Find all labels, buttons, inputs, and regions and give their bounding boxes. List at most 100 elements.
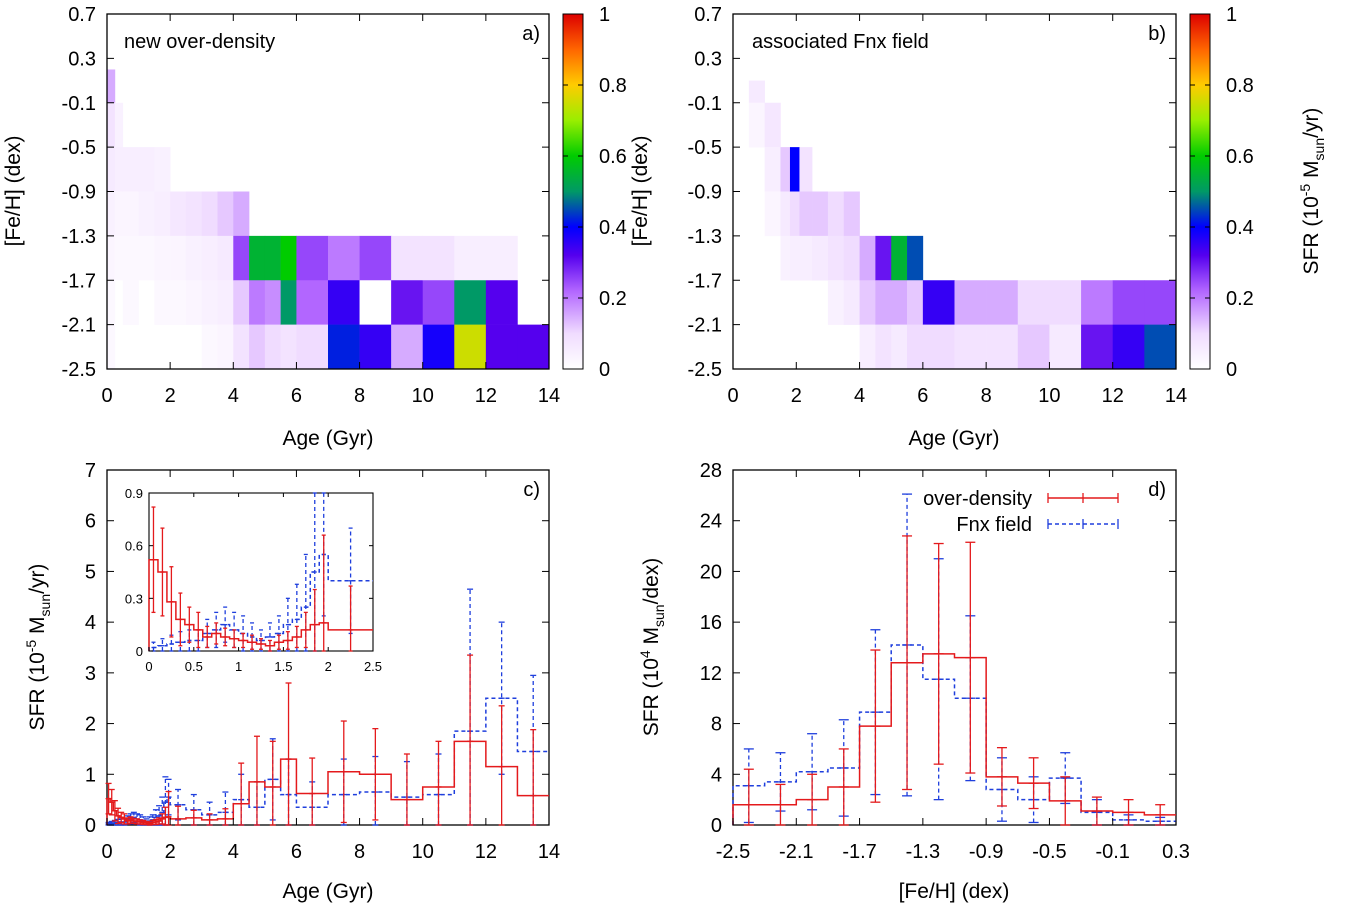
axis-ticks-b: 0 2 4 6 8 10 12 14 0.7 0.3 -0.1 -0.5 -0.9 -1.3 -1.7 -2.… [688, 4, 1188, 407]
heatmap-cell [859, 324, 876, 370]
heatmap-cell [114, 147, 124, 192]
heatmap-cell [827, 191, 845, 237]
x-tick-label: 2.5 [364, 659, 382, 674]
colorbar-a [562, 13, 584, 370]
heatmap-cell [780, 191, 791, 237]
heatmap-cell [422, 324, 455, 370]
colorbar-label-b-sub: sun [1311, 138, 1327, 161]
heatmap-cell [907, 280, 924, 325]
heatmap-cell [217, 235, 234, 281]
heatmap-cell [249, 324, 266, 370]
y-tick-label: -2.1 [62, 315, 96, 337]
heatmap-cell [922, 324, 955, 370]
heatmap-cell [107, 280, 116, 325]
heatmap-cell [359, 235, 392, 281]
heatmap-cell [454, 280, 487, 325]
heatmap-cell [154, 280, 171, 325]
annotation-a: new over-density [124, 31, 275, 53]
heatmap-cell [891, 235, 908, 281]
y-axis-label-d-pre: SFR (10 [640, 658, 663, 736]
heatmap-cell [827, 235, 845, 281]
y-tick-label: 7 [85, 460, 96, 482]
y-axis-label-b: [Fe/H] (dex) [629, 136, 652, 247]
y-axis-label-c-post: /yr) [26, 564, 49, 594]
x-tick-label: 1.5 [274, 659, 292, 674]
x-tick-label: 0 [145, 659, 152, 674]
heatmap-cell [789, 235, 800, 281]
colorbar-tick-label: 0 [599, 359, 610, 381]
axis-ticks-a: 0 2 4 6 8 10 12 14 0.7 0.3 -0.1 -0.5 -0.9 -1.3 -1.7 -2.… [62, 4, 561, 407]
heatmap-cell [1081, 324, 1114, 370]
heatmap-cell [170, 235, 187, 281]
y-tick-label: 8 [711, 714, 722, 736]
legend-label-overdensity: over-density [923, 488, 1032, 510]
colorbar-label-b-pre: SFR (10 [1300, 196, 1323, 274]
heatmap-cell [1144, 324, 1177, 370]
inset-frame-c [148, 492, 374, 652]
heatmap-cell [799, 235, 813, 281]
heatmap-cell [780, 235, 791, 281]
x-tick-label: 0 [101, 841, 112, 863]
heatmap-cell [1017, 324, 1050, 370]
heatmap-cell [328, 235, 360, 281]
x-tick-label: -2.1 [779, 841, 813, 863]
y-tick-label: 2 [85, 714, 96, 736]
y-tick-label: 0.3 [68, 48, 96, 70]
heatmap-cell [249, 235, 266, 281]
heatmap-cell [954, 280, 987, 325]
heatmap-cell [107, 102, 116, 148]
x-tick-label: 6 [291, 385, 302, 407]
series-line [732, 644, 1176, 825]
x-axis-label-d: [Fe/H] (dex) [899, 880, 1010, 903]
y-tick-label: 12 [700, 663, 722, 685]
heatmap-cell [812, 191, 829, 237]
heatmap-cell [217, 191, 234, 237]
y-tick-label: 20 [700, 561, 722, 583]
heatmap-cell [114, 235, 124, 281]
heatmap-cell [843, 191, 860, 237]
y-axis-label-d-exp: 4 [637, 650, 653, 658]
x-tick-label: -1.3 [906, 841, 940, 863]
heatmap-cell [107, 235, 116, 281]
y-axis-label-d-post: /dex) [640, 558, 663, 605]
heatmap-cells-a [107, 69, 550, 370]
x-tick-label: 14 [538, 841, 560, 863]
heatmap-cell [249, 280, 266, 325]
heatmap-cell [280, 235, 297, 281]
inset-plot-c [148, 492, 373, 652]
heatmap-cell [986, 324, 1019, 370]
y-tick-label: 28 [700, 460, 722, 482]
y-tick-label: 0.3 [694, 48, 722, 70]
heatmap-cell [422, 280, 455, 325]
panel-tag-b: b) [1148, 23, 1166, 45]
colorbar-tick-label: 0 [1226, 359, 1237, 381]
x-tick-label: 0 [727, 385, 738, 407]
heatmap-cell [233, 191, 250, 237]
y-tick-label: 5 [85, 561, 96, 583]
colorbar-tick-label: 0.6 [599, 146, 627, 168]
heatmap-cell [986, 280, 1019, 325]
x-tick-label: 8 [981, 385, 992, 407]
colorbar-b [1189, 13, 1211, 370]
x-tick-label: 10 [1038, 385, 1060, 407]
heatmap-cell [359, 280, 392, 325]
heatmap-cell [907, 235, 924, 281]
y-tick-label: -1.3 [688, 226, 722, 248]
legend-label-fnx-field: Fnx field [956, 514, 1032, 536]
y-tick-label: 0.3 [125, 591, 143, 606]
panel-tag-c: c) [523, 479, 540, 501]
heatmap-cell [201, 280, 218, 325]
y-axis-label-d: SFR (104 Msun/dex) [637, 558, 667, 737]
y-tick-label: 4 [85, 612, 96, 634]
y-axis-label-c: SFR (10-5 Msun/yr) [23, 564, 53, 731]
y-tick-label: 0 [85, 815, 96, 837]
colorbar-tick-label: 0.4 [599, 217, 627, 239]
heatmap-cell [907, 324, 924, 370]
x-tick-label: 12 [475, 841, 497, 863]
x-tick-label: 10 [412, 385, 434, 407]
heatmap-cell [891, 324, 908, 370]
plot-area-c [105, 588, 549, 826]
heatmap-cell [138, 235, 155, 281]
heatmap-cell [280, 280, 297, 325]
